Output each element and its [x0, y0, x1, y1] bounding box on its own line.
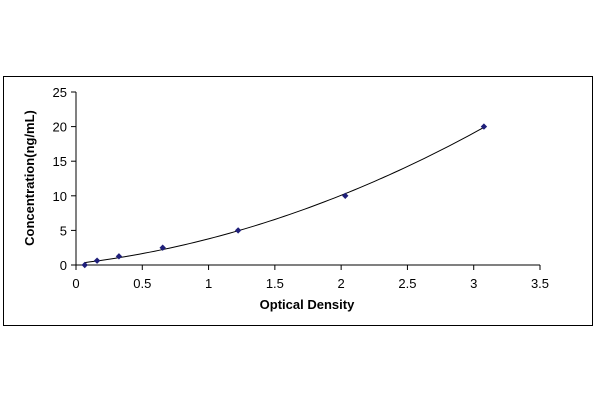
trendline: [84, 126, 485, 264]
x-tick-label: 2.5: [398, 276, 416, 291]
y-tick-label: 5: [60, 223, 67, 238]
x-tick-label: 1: [205, 276, 212, 291]
y-tick-label: 25: [53, 85, 67, 100]
y-tick-label: 15: [53, 154, 67, 169]
y-axis-title: Concentration(ng/mL): [22, 110, 37, 246]
x-tick-label: 3: [470, 276, 477, 291]
axes: 0 0.5 1 1.5 2 2.5 3 3.5 0 5 10 15 20 25: [53, 85, 550, 291]
x-tick-label: 0.5: [133, 276, 151, 291]
data-point-marker: [342, 192, 349, 199]
x-axis-title: Optical Density: [260, 297, 355, 312]
data-point-marker: [115, 253, 123, 260]
chart-frame: [3, 76, 593, 326]
data-point-marker: [159, 244, 166, 251]
data-point-marker: [93, 257, 101, 264]
data-point-marker: [81, 261, 88, 269]
y-tick-label: 10: [53, 189, 67, 204]
x-tick-label: 1.5: [266, 276, 284, 291]
y-tick-label: 20: [53, 120, 67, 135]
x-tick-label: 0: [72, 276, 79, 291]
data-point-marker: [480, 123, 488, 130]
trendline-path: [84, 126, 485, 264]
x-tick-label: 3.5: [531, 276, 549, 291]
y-tick-label: 0: [60, 258, 67, 273]
data-points: [81, 123, 488, 269]
data-point-marker: [234, 227, 242, 234]
x-tick-label: 2: [338, 276, 345, 291]
